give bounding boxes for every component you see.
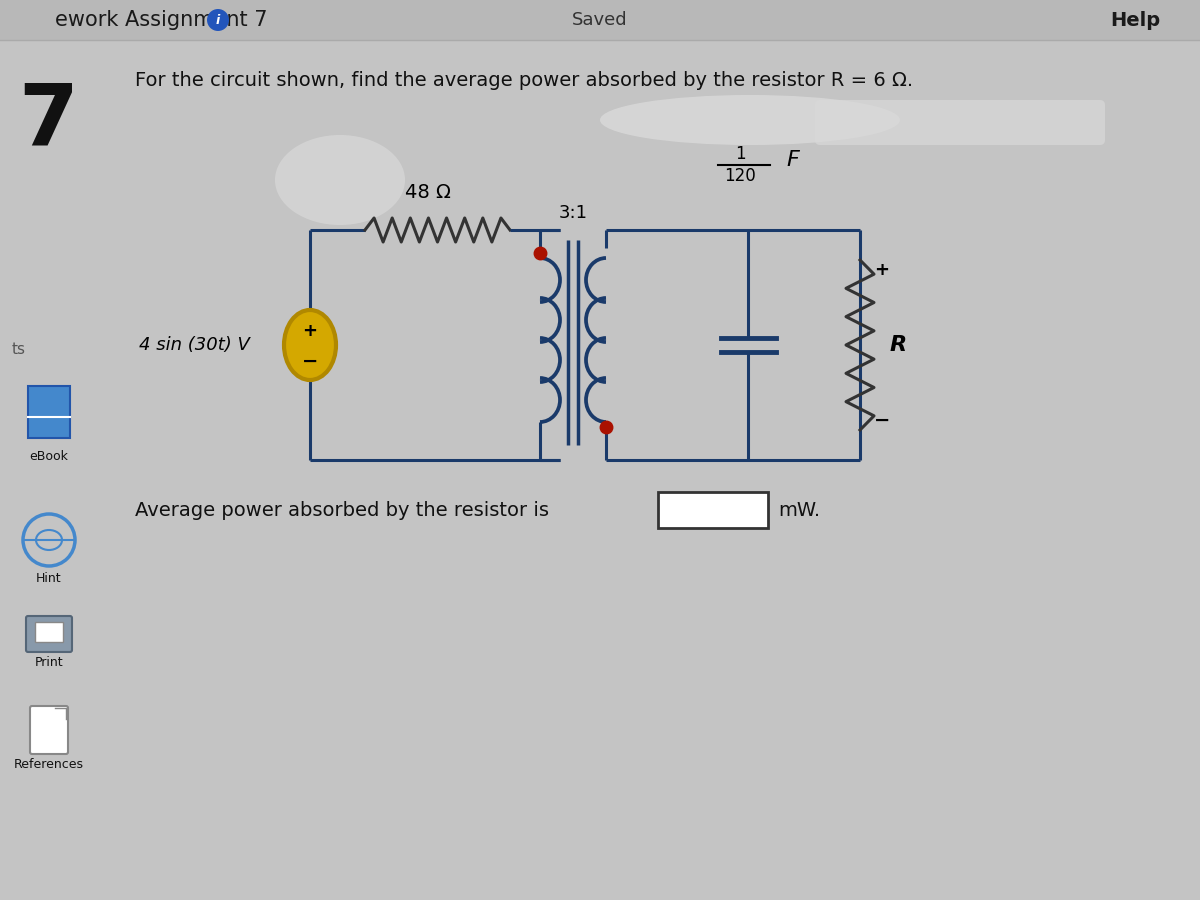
Text: 3:1: 3:1 xyxy=(558,204,588,222)
Text: eBook: eBook xyxy=(30,450,68,463)
Text: R: R xyxy=(890,335,907,355)
Text: i: i xyxy=(216,14,220,26)
Text: 120: 120 xyxy=(724,167,756,185)
Ellipse shape xyxy=(600,95,900,145)
FancyBboxPatch shape xyxy=(30,706,68,754)
Text: Print: Print xyxy=(35,656,64,669)
Text: F: F xyxy=(786,150,799,170)
Text: 48 Ω: 48 Ω xyxy=(404,183,450,202)
Text: 7: 7 xyxy=(18,80,78,164)
Text: Average power absorbed by the resistor is: Average power absorbed by the resistor i… xyxy=(134,500,550,519)
FancyBboxPatch shape xyxy=(658,492,768,528)
Text: −: − xyxy=(874,410,890,429)
Text: 1: 1 xyxy=(734,145,745,163)
Text: +: + xyxy=(302,322,318,340)
FancyBboxPatch shape xyxy=(26,616,72,652)
Text: Hint: Hint xyxy=(36,572,62,585)
Text: +: + xyxy=(875,261,889,279)
FancyBboxPatch shape xyxy=(35,622,64,642)
Text: ework Assignment 7: ework Assignment 7 xyxy=(55,10,268,30)
Ellipse shape xyxy=(284,310,336,380)
Text: −: − xyxy=(302,352,318,371)
Text: ts: ts xyxy=(12,343,26,357)
Text: References: References xyxy=(14,758,84,771)
FancyBboxPatch shape xyxy=(28,386,70,438)
Text: mW.: mW. xyxy=(778,500,820,519)
FancyBboxPatch shape xyxy=(815,100,1105,145)
Text: For the circuit shown, find the average power absorbed by the resistor R = 6 Ω.: For the circuit shown, find the average … xyxy=(134,70,913,89)
Text: Help: Help xyxy=(1110,11,1160,30)
Text: 4 sin (30t) V: 4 sin (30t) V xyxy=(139,336,250,354)
Circle shape xyxy=(208,9,229,31)
Text: Saved: Saved xyxy=(572,11,628,29)
Ellipse shape xyxy=(275,135,406,225)
FancyBboxPatch shape xyxy=(0,0,1200,40)
